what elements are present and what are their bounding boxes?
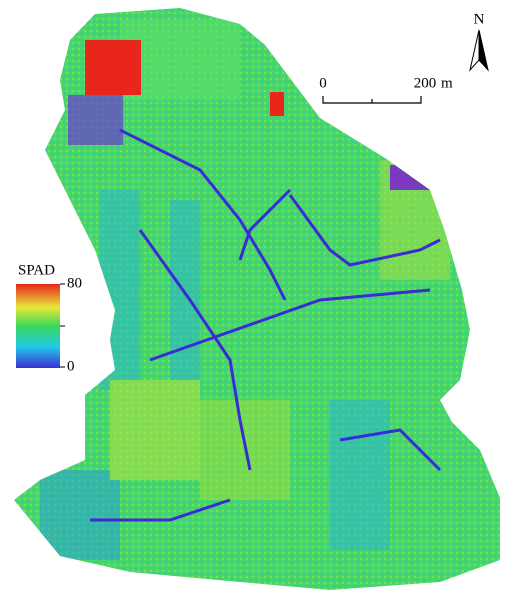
scale-end: 200 xyxy=(414,75,437,91)
legend-min: 0 xyxy=(67,358,75,374)
legend: SPAD 80 0 xyxy=(16,262,82,374)
scale-start: 0 xyxy=(319,75,327,91)
north-arrow: N xyxy=(469,11,489,72)
north-label: N xyxy=(474,11,485,27)
channels xyxy=(90,128,442,522)
scale-unit: m xyxy=(441,75,453,91)
legend-title: SPAD xyxy=(18,262,55,278)
colorbar xyxy=(16,284,60,368)
legend-max: 80 xyxy=(67,275,82,291)
red-block xyxy=(85,40,141,95)
scale-bar: 0 200 m xyxy=(319,75,453,104)
